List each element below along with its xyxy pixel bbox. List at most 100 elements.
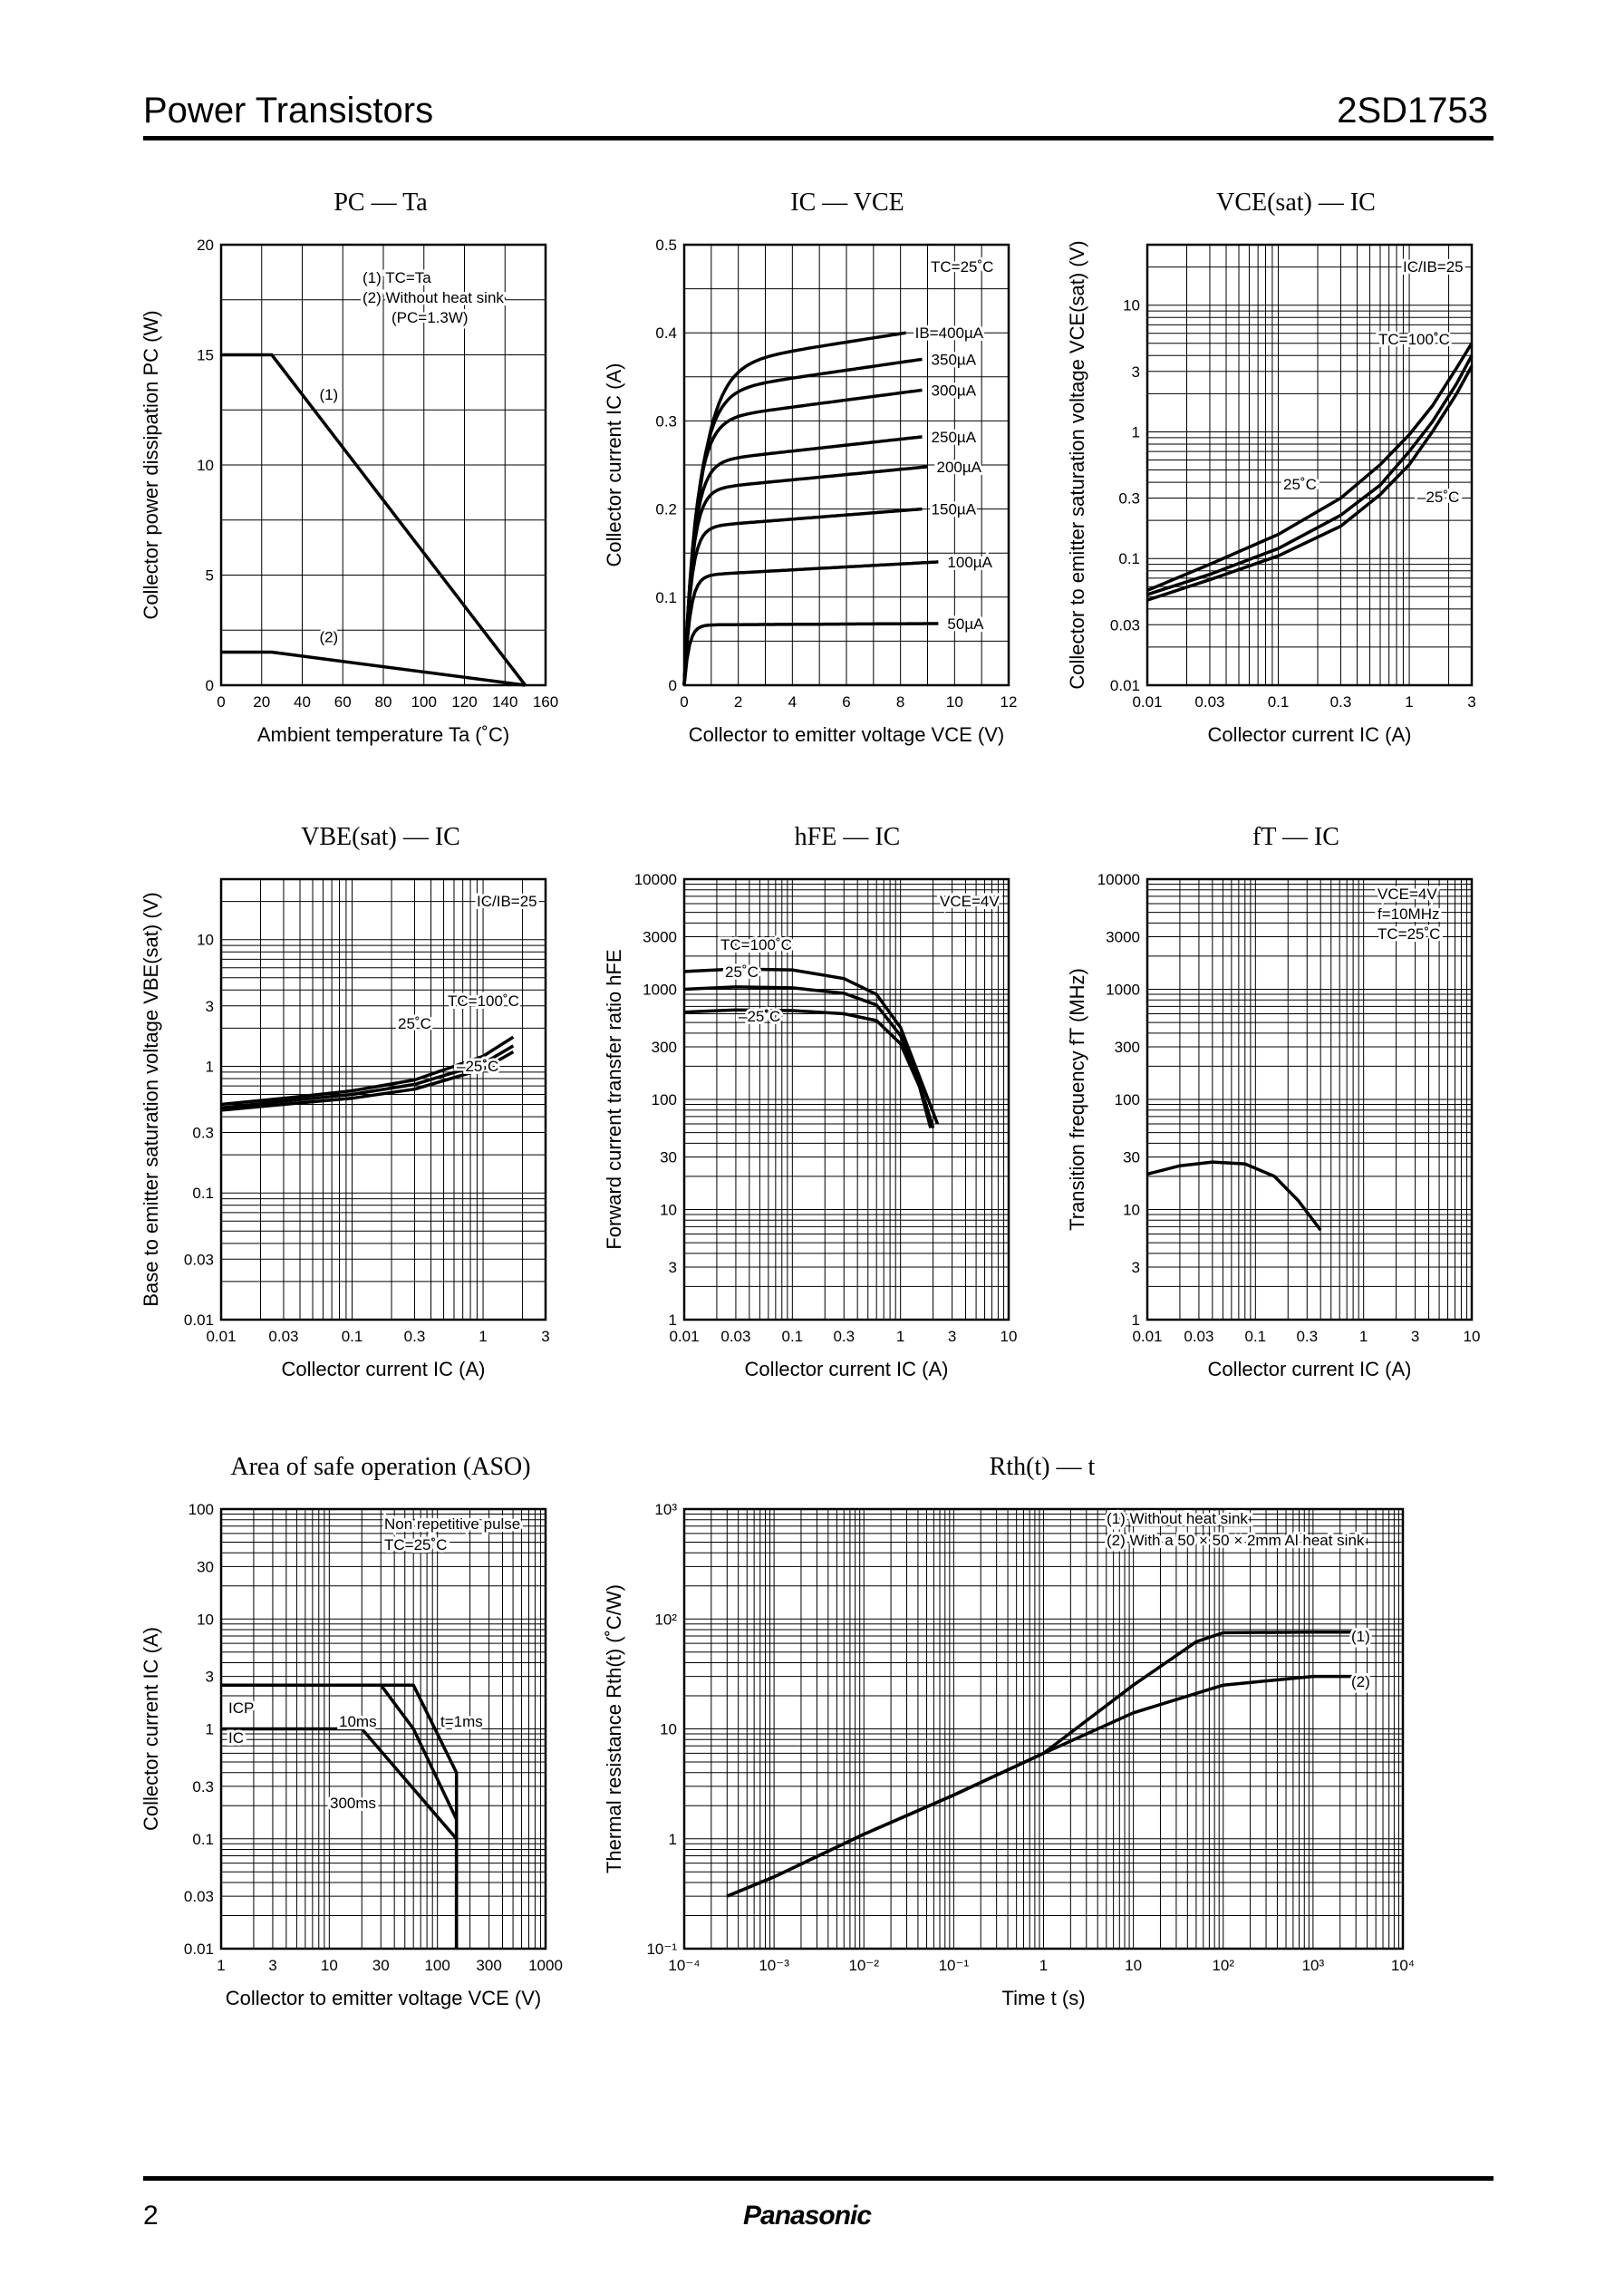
- curve-label: TC=100˚C: [1378, 331, 1450, 348]
- x-tick-label: 1: [217, 1957, 225, 1974]
- y-tick-label: 0.03: [1110, 616, 1140, 634]
- curve-label: 25˚C: [398, 1015, 431, 1032]
- header-title: Power Transistors: [143, 91, 434, 131]
- y-tick-label: 0.1: [192, 1185, 214, 1202]
- y-tick-label: 1: [206, 1058, 214, 1075]
- series-group: [221, 1683, 459, 1949]
- y-tick-label: 300: [1115, 1039, 1140, 1056]
- chart-grid: [220, 244, 546, 686]
- y-tick-label: 0.3: [655, 412, 677, 430]
- chart-vbesat-ic: VBE(sat) — IC 0.01 0.03 0.1 0.3 1 3 0.01 0.03 0.1…: [140, 823, 550, 1380]
- chart-ft-ic: fT — IC 0.01 0.03 0.1 0.3 1 3 10 1 3 10 30 100 300 100…: [1066, 823, 1480, 1380]
- y-tick-label: 3000: [1106, 929, 1140, 946]
- series-label: IB=400µA: [915, 324, 984, 342]
- legend-entry: (1) Without heat sink: [1107, 1510, 1248, 1527]
- series-label: 350µA: [932, 351, 977, 368]
- y-tick-label: 10²: [654, 1611, 677, 1628]
- legend-entry: IC/IB=25: [1403, 258, 1464, 276]
- y-tick-label: 1: [669, 1312, 677, 1329]
- legend-entry: f=10MHz: [1378, 905, 1440, 923]
- x-axis-label: Collector to emitter voltage VCE (V): [226, 1987, 541, 2009]
- legend-entry: TC=25˚C: [1378, 925, 1440, 943]
- y-axis-label: Transition frequency fT (MHz): [1066, 968, 1088, 1231]
- y-tick-label: 0.5: [655, 237, 677, 254]
- legend-entry: TC=25˚C: [931, 258, 993, 276]
- chart-hfe-ic: hFE — IC 0.01 0.03 0.1 0.3 1 3 10 1 3 10 30 100 300 10…: [603, 823, 1017, 1380]
- y-tick-label: 0.3: [192, 1778, 214, 1796]
- y-tick-label: 100: [652, 1091, 677, 1108]
- series-line: [682, 331, 906, 686]
- x-tick-label: 1: [1039, 1957, 1048, 1974]
- y-tick-label: 0.03: [184, 1251, 214, 1268]
- chart-title: IC — VCE: [790, 189, 904, 217]
- x-tick-label: 0.1: [1268, 693, 1290, 711]
- x-tick-label: 8: [896, 693, 904, 711]
- series-line: [682, 357, 923, 686]
- chart-title: Rth(t) — t: [990, 1453, 1096, 1481]
- chart-frame: [219, 877, 547, 1321]
- legend-entry: IC/IB=25: [477, 893, 537, 910]
- y-tick-label: 0.1: [192, 1831, 214, 1848]
- x-tick-label: 10⁻³: [759, 1957, 789, 1974]
- y-tick-label: 30: [197, 1558, 214, 1575]
- chart-grid: [683, 1508, 1404, 1950]
- y-tick-label: 30: [1123, 1149, 1140, 1166]
- x-tick-label: 0.03: [268, 1328, 298, 1345]
- series-label: 200µA: [937, 459, 982, 476]
- x-tick-label: 300: [476, 1957, 501, 1974]
- chart-grid: [1146, 244, 1473, 686]
- series-line: [682, 560, 939, 686]
- x-tick-label: 10: [321, 1957, 338, 1974]
- curve-label: TC=100˚C: [720, 936, 792, 953]
- x-tick-label: 0.1: [342, 1328, 363, 1345]
- curve-label: 10ms: [339, 1713, 377, 1730]
- x-tick-label: 12: [1000, 693, 1018, 711]
- series-line: [726, 1630, 1357, 1898]
- y-tick-label: 3: [206, 1669, 214, 1686]
- y-tick-label: 3000: [643, 929, 677, 946]
- x-tick-label: 0.01: [1132, 693, 1162, 711]
- chart-rth-t: Rth(t) — t 10⁻⁴ 10⁻³ 10⁻² 10⁻¹ 1 10 10² 10³ 10⁴ 10…: [603, 1453, 1415, 2009]
- x-tick-label: 10: [1464, 1328, 1481, 1345]
- y-tick-label: 100: [188, 1501, 214, 1518]
- series-label: 50µA: [947, 615, 984, 633]
- x-tick-label: 3: [541, 1328, 549, 1345]
- series-line: [1146, 342, 1474, 593]
- x-tick-label: 0.1: [782, 1328, 804, 1345]
- legend-entry: Non repetitive pulse: [384, 1515, 520, 1533]
- x-tick-label: 4: [788, 693, 797, 711]
- series-group: [682, 331, 939, 686]
- header-part-number: 2SD1753: [1337, 91, 1488, 131]
- x-axis-label: Collector current IC (A): [1208, 1358, 1412, 1380]
- series-line: [682, 388, 923, 686]
- y-tick-label: 0.1: [1118, 550, 1140, 567]
- curve-label: (2): [319, 628, 338, 645]
- x-tick-label: 10⁴: [1391, 1957, 1415, 1974]
- y-tick-label: 10000: [1097, 871, 1140, 888]
- y-tick-label: 1: [206, 1721, 214, 1738]
- x-tick-label: 160: [533, 693, 558, 711]
- curve-label: (1): [319, 386, 338, 403]
- legend-entry: VCE=4V: [940, 893, 1000, 910]
- y-tick-label: 1: [669, 1831, 677, 1848]
- curve-label: ICP: [228, 1699, 254, 1717]
- x-tick-label: 10³: [1302, 1957, 1325, 1974]
- y-tick-label: 0: [206, 677, 214, 694]
- y-tick-label: 3: [206, 998, 214, 1015]
- series-line: [221, 650, 526, 687]
- x-tick-label: 0: [217, 693, 225, 711]
- x-tick-label: 3: [268, 1957, 276, 1974]
- footer-page-number: 2: [143, 2201, 159, 2231]
- series-line: [682, 622, 939, 686]
- x-tick-label: 6: [842, 693, 850, 711]
- y-tick-label: 0.2: [655, 501, 677, 518]
- series-line: [682, 507, 923, 686]
- series-label: 150µA: [932, 501, 977, 518]
- y-tick-label: 10: [1123, 1202, 1140, 1219]
- x-axis-label: Ambient temperature Ta (˚C): [257, 723, 509, 746]
- y-tick-label: 3: [669, 1259, 677, 1276]
- x-tick-label: 1: [478, 1328, 487, 1345]
- x-tick-label: 20: [253, 693, 270, 711]
- curve-label: 25˚C: [1283, 476, 1317, 493]
- x-axis-label: Collector current IC (A): [745, 1358, 949, 1380]
